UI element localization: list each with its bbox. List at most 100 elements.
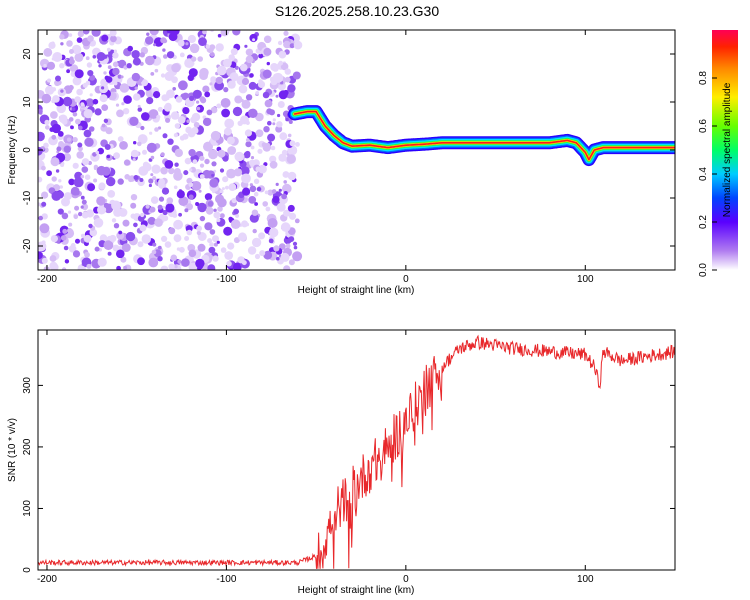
noise-speck xyxy=(280,222,291,232)
noise-speck xyxy=(248,81,257,90)
noise-speck xyxy=(77,146,83,152)
noise-speck xyxy=(80,233,85,238)
noise-speck xyxy=(43,48,53,57)
noise-speck xyxy=(83,109,93,119)
noise-speck xyxy=(197,56,203,62)
noise-speck xyxy=(137,104,141,108)
noise-speck xyxy=(50,235,59,243)
noise-speck xyxy=(245,94,253,101)
noise-speck xyxy=(205,44,210,49)
noise-speck xyxy=(199,174,205,179)
noise-speck xyxy=(283,30,289,36)
noise-speck xyxy=(109,234,117,243)
noise-speck xyxy=(217,206,223,212)
noise-speck xyxy=(80,174,85,179)
noise-speck xyxy=(266,61,270,66)
noise-speck xyxy=(166,51,175,59)
noise-speck xyxy=(174,148,183,158)
noise-speck xyxy=(272,195,280,204)
noise-speck xyxy=(186,119,190,123)
noise-speck xyxy=(38,108,43,114)
noise-speck xyxy=(98,64,102,68)
noise-speck xyxy=(51,134,57,140)
noise-speck xyxy=(258,53,264,59)
colorbar-tick-label: 0.8 xyxy=(698,71,709,85)
noise-speck xyxy=(140,125,145,131)
noise-speck xyxy=(173,133,178,138)
noise-speck xyxy=(275,94,279,98)
noise-speck xyxy=(78,211,83,217)
noise-speck xyxy=(265,206,271,212)
noise-speck xyxy=(105,76,113,83)
noise-speck xyxy=(112,67,120,76)
noise-speck xyxy=(209,82,213,86)
noise-speck xyxy=(57,208,64,215)
noise-speck xyxy=(166,89,175,99)
noise-speck xyxy=(74,52,84,62)
noise-speck xyxy=(224,251,234,260)
noise-speck xyxy=(76,151,84,159)
noise-speck xyxy=(270,63,279,71)
noise-speck xyxy=(98,182,106,190)
noise-speck xyxy=(263,35,272,44)
y-tick-label: 0 xyxy=(22,567,33,573)
noise-speck xyxy=(202,117,212,127)
noise-speck xyxy=(149,206,156,213)
noise-speck xyxy=(62,153,72,162)
noise-speck xyxy=(229,72,239,82)
noise-speck xyxy=(216,65,227,76)
noise-speck xyxy=(267,133,276,142)
colorbar-tick-label: 0.2 xyxy=(698,215,709,229)
noise-speck xyxy=(172,213,178,218)
noise-speck xyxy=(244,150,251,157)
noise-speck xyxy=(196,225,203,232)
noise-speck xyxy=(99,234,108,242)
x-tick-label: -100 xyxy=(216,274,236,285)
noise-speck xyxy=(182,133,189,140)
noise-speck xyxy=(73,214,79,220)
noise-speck xyxy=(252,228,257,234)
noise-speck xyxy=(92,152,97,157)
noise-speck xyxy=(262,69,272,79)
noise-speck xyxy=(51,123,61,134)
noise-speck xyxy=(157,106,163,112)
noise-speck xyxy=(132,158,136,162)
noise-speck xyxy=(293,245,298,250)
noise-speck xyxy=(227,146,237,155)
noise-speck xyxy=(59,185,63,189)
noise-speck xyxy=(281,193,287,200)
noise-speck xyxy=(263,250,273,260)
noise-speck xyxy=(87,35,94,42)
x-tick-label: 0 xyxy=(403,274,409,285)
noise-speck xyxy=(46,61,56,70)
noise-speck xyxy=(119,83,130,93)
noise-speck xyxy=(138,166,149,176)
noise-speck xyxy=(66,69,70,74)
noise-speck xyxy=(262,91,270,99)
noise-speck xyxy=(81,203,89,210)
noise-speck xyxy=(249,213,259,223)
noise-speck xyxy=(103,71,107,75)
noise-speck xyxy=(192,159,198,165)
noise-speck xyxy=(245,141,252,148)
noise-speck xyxy=(186,177,193,184)
noise-speck xyxy=(161,205,166,209)
x-tick-label: 100 xyxy=(577,274,594,285)
noise-speck xyxy=(175,96,183,103)
y-tick-label: 200 xyxy=(22,438,33,455)
noise-speck xyxy=(232,106,243,117)
noise-speck xyxy=(149,131,153,135)
colorbar-tick-label: 0.4 xyxy=(698,167,709,181)
noise-speck xyxy=(250,156,255,160)
snr-ticks: -200 -100 0 100 0 100 200 300 xyxy=(22,330,675,585)
noise-speck xyxy=(228,183,237,192)
noise-speck xyxy=(199,163,205,168)
noise-speck xyxy=(191,112,201,122)
noise-speck xyxy=(272,118,276,122)
noise-speck xyxy=(168,263,175,270)
noise-speck xyxy=(212,235,219,243)
noise-speck xyxy=(80,195,85,200)
noise-speck xyxy=(287,204,295,212)
noise-speck xyxy=(174,162,179,167)
noise-speck xyxy=(84,137,94,147)
